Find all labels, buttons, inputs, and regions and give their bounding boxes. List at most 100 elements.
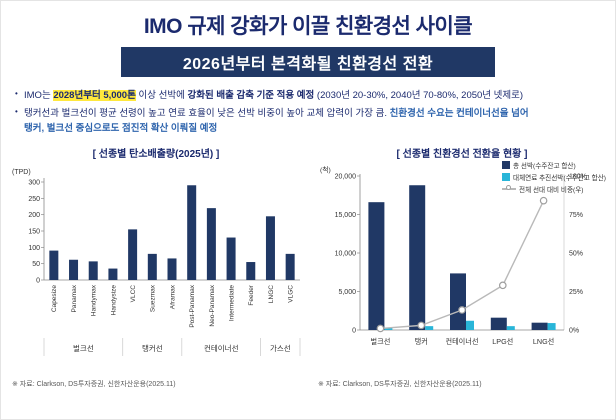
svg-text:LNG선: LNG선 xyxy=(533,337,554,346)
line-series xyxy=(376,196,548,332)
bar-total-컨테이너선 xyxy=(450,272,466,330)
bar-Suezmax xyxy=(147,253,157,280)
bullet1-highlight: 2028년부터 5,000톤 xyxy=(53,90,136,101)
bullet1-bold: 강화된 배출 감축 기준 적용 예정 xyxy=(187,90,315,101)
svg-text:10,000: 10,000 xyxy=(335,250,357,257)
line-marker-탱커 xyxy=(417,321,426,329)
legend-label: 총 선박(수주잔고 합산) xyxy=(513,162,576,170)
svg-text:가스선: 가스선 xyxy=(270,344,291,353)
legend-line-marker-icon xyxy=(502,185,517,191)
line-marker-컨테이너선 xyxy=(458,305,466,314)
svg-text:0: 0 xyxy=(36,277,40,284)
bar-altfuel-LNG선 xyxy=(547,322,556,330)
page-title: IMO 규제 강화가 이끌 친환경선 사이클 xyxy=(143,15,473,38)
bar-altfuel-LPG선 xyxy=(506,325,515,330)
svg-text:Post-Panamax: Post-Panamax xyxy=(189,284,196,327)
emissions-footnote: ※ 자료: Clarkson, DS투자증권, 신한자산운용(2025.11) xyxy=(12,380,176,388)
svg-text:탱커: 탱커 xyxy=(415,337,428,346)
bar-VLCC xyxy=(128,228,138,280)
svg-text:250: 250 xyxy=(28,195,40,202)
charts-row: [ 선종별 탄소배출량(2025년) ] (TPD) 0 50 100 150 200 25… xyxy=(1,145,615,391)
svg-text:25%: 25% xyxy=(569,289,583,296)
bullet-list: IMO는 2028년부터 5,000톤 이상 선박에 강화된 배출 감축 기준 … xyxy=(15,88,603,137)
legend-item: 대체연료 추진선박(수주잔고 합산) xyxy=(502,172,606,182)
svg-text:20,000: 20,000 xyxy=(335,173,357,180)
svg-text:Feeder: Feeder xyxy=(248,284,255,305)
svg-text:100: 100 xyxy=(28,244,40,251)
bar-Feeder xyxy=(246,261,256,280)
svg-text:벌크선: 벌크선 xyxy=(73,343,94,353)
bullet1-mid: 이상 선박에 xyxy=(135,90,188,101)
line-marker-LNG선 xyxy=(539,196,548,205)
legend-item: 총 선박(수주잔고 합산) xyxy=(502,160,606,170)
svg-text:Panamax: Panamax xyxy=(71,284,78,312)
bar-total-탱커 xyxy=(409,184,426,330)
x-axis-labels: 벌크선 탱커 컨테이너선 LPG선 LNG선 xyxy=(370,337,554,346)
bar-altfuel-탱커 xyxy=(425,325,434,330)
emissions-bar-chart: (TPD) 0 50 100 150 200 250 300 Capesize Panamax Ha… xyxy=(12,169,301,356)
bar-Aframax xyxy=(167,258,177,280)
y-axis-unit-label: (TPD) xyxy=(12,169,31,176)
conversion-footnote: ※ 자료: Clarkson, DS투자증권, 신한자산운용(2025.11) xyxy=(318,380,482,388)
svg-text:300: 300 xyxy=(28,179,40,186)
conversion-chart-panel: [ 선종별 친환경선 전환율 현황 ] 총 선박(수주잔고 합산) 대체연료 추진… xyxy=(312,145,612,391)
left-axis-unit-label: (척) xyxy=(320,166,331,174)
conversion-combo-chart: (척) 0 5,000 10,000 15,000 20,000 0% 25% 50% 75% 10… xyxy=(320,166,587,346)
bar-VLGC xyxy=(285,253,295,280)
line-marker-벌크선 xyxy=(376,324,385,332)
x-axis-labels: Capesize Panamax Handymax Handysize VLCC Suez… xyxy=(51,284,294,327)
legend-swatch-icon xyxy=(502,172,511,181)
svg-text:75%: 75% xyxy=(569,212,583,219)
bar-Handymax xyxy=(88,260,98,280)
bar-total-LPG선 xyxy=(490,317,507,330)
legend-label: 전체 선대 대비 비중(우) xyxy=(519,186,584,194)
bar-total-벌크선 xyxy=(368,201,385,330)
bar-Post-Panamax xyxy=(187,184,197,280)
bar-LNGC xyxy=(265,215,275,280)
svg-text:50%: 50% xyxy=(569,250,583,257)
svg-text:VLCC: VLCC xyxy=(130,284,137,302)
svg-text:5,000: 5,000 xyxy=(338,289,356,296)
svg-text:탱커선: 탱커선 xyxy=(142,343,163,353)
svg-text:LNGC: LNGC xyxy=(268,284,275,302)
legend-line-dot-icon xyxy=(506,185,512,191)
conversion-chart-title: [ 선종별 친환경선 전환율 현황 ] xyxy=(396,148,528,160)
svg-text:Intermediate: Intermediate xyxy=(228,284,235,321)
bar-Neo-Panamax xyxy=(206,207,216,280)
bullet2-emphasis-1: 친환경선 수요는 컨테이너선을 넘어 xyxy=(389,108,529,120)
emissions-chart-panel: [ 선종별 탄소배출량(2025년) ] (TPD) 0 50 100 150 200 25… xyxy=(6,145,306,391)
right-axis: 0% 25% 50% 75% 100% xyxy=(569,173,587,334)
conversion-legend: 총 선박(수주잔고 합산) 대체연료 추진선박(수주잔고 합산) 전체 선대 대비 … xyxy=(502,160,606,194)
bullet-item-1: IMO는 2028년부터 5,000톤 이상 선박에 강화된 배출 감축 기준 … xyxy=(15,88,603,103)
bullet1-pre: IMO는 xyxy=(24,90,54,101)
legend-swatch-icon xyxy=(502,160,511,169)
svg-text:Suezmax: Suezmax xyxy=(150,284,157,312)
bar-Panamax xyxy=(69,259,79,280)
svg-text:LPG선: LPG선 xyxy=(492,337,513,346)
svg-text:Handysize: Handysize xyxy=(110,284,117,315)
left-axis: 0 5,000 10,000 15,000 20,000 xyxy=(335,173,360,334)
svg-text:15,000: 15,000 xyxy=(335,212,357,219)
svg-text:200: 200 xyxy=(28,212,40,219)
bar-Intermediate xyxy=(226,237,236,280)
group-labels: 벌크선 탱커선 컨테이너선 가스선 xyxy=(43,337,301,356)
bullet-item-2: 탱커선과 벌크선이 평균 선령이 높고 연료 효율이 낮은 선박 비중이 높아 … xyxy=(15,106,603,136)
svg-text:150: 150 xyxy=(28,228,40,235)
legend-item: 전체 선대 대비 비중(우) xyxy=(502,184,606,194)
svg-text:50: 50 xyxy=(32,261,40,268)
bar-total-LNG선 xyxy=(531,322,548,330)
bars xyxy=(49,184,295,280)
svg-text:Handymax: Handymax xyxy=(91,284,98,316)
legend-label: 대체연료 추진선박(수주잔고 합산) xyxy=(513,174,606,182)
svg-text:Neo-Panamax: Neo-Panamax xyxy=(209,284,216,326)
emissions-chart-title: [ 선종별 탄소배출량(2025년) ] xyxy=(92,148,220,160)
bar-Capesize xyxy=(49,250,59,280)
svg-text:벌크선: 벌크선 xyxy=(370,337,390,346)
bullet2-emphasis-2: 탱커, 벌크선 중심으로도 점진적 확산 이뤄질 예정 xyxy=(24,123,218,135)
bar-Handysize xyxy=(108,268,118,280)
svg-text:컨테이너선: 컨테이너선 xyxy=(445,337,478,346)
svg-text:0: 0 xyxy=(352,327,356,334)
svg-text:Capesize: Capesize xyxy=(51,284,58,311)
bar-altfuel-컨테이너선 xyxy=(466,320,474,330)
